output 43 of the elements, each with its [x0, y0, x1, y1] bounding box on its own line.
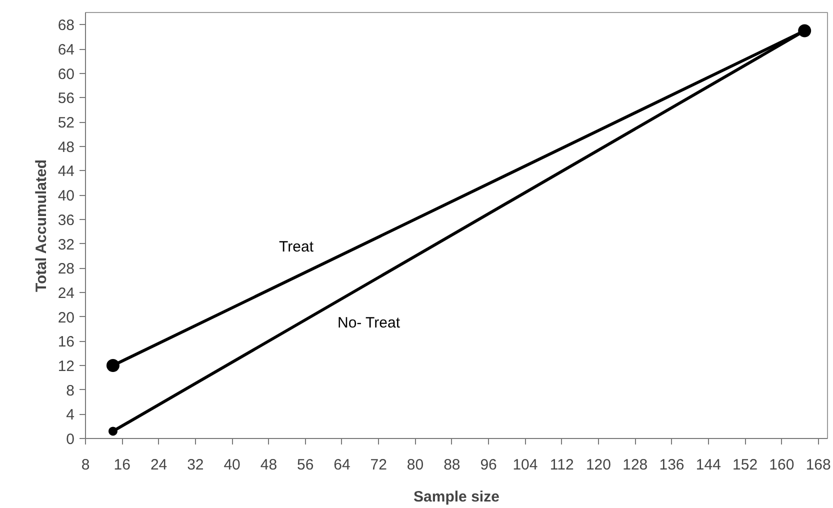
- x-tick-label: 96: [480, 456, 497, 474]
- x-tick-label: 160: [769, 456, 794, 474]
- y-tick-label: 8: [66, 382, 74, 400]
- y-tick-label: 40: [58, 188, 75, 205]
- x-tick-label: 72: [370, 456, 387, 474]
- x-tick-label: 16: [114, 456, 130, 474]
- y-tick-label: 52: [58, 114, 75, 132]
- y-tick-label: 32: [58, 236, 75, 254]
- x-tick-label: 32: [187, 456, 204, 474]
- x-tick-label: 24: [150, 456, 168, 474]
- y-tick-label: 0: [66, 431, 74, 448]
- y-tick-label: 12: [58, 358, 75, 375]
- x-tick-label: 104: [512, 456, 538, 474]
- x-tick-label: 40: [224, 456, 240, 474]
- x-tick-label: 152: [732, 456, 758, 474]
- x-tick-label: 128: [622, 456, 648, 474]
- y-tick-label: 48: [58, 138, 75, 156]
- y-tick-label: 36: [58, 212, 75, 229]
- y-tick-label: 16: [58, 334, 75, 351]
- series-label: Treat: [279, 238, 314, 256]
- y-axis-title: Total Accumulated: [32, 160, 50, 292]
- y-tick-label: 24: [58, 284, 75, 302]
- series-label: No- Treat: [337, 314, 401, 332]
- x-tick-label: 144: [696, 456, 721, 474]
- x-tick-label: 168: [806, 456, 831, 474]
- x-tick-label: 56: [297, 456, 314, 474]
- y-tick-label: 20: [58, 309, 75, 326]
- x-tick-label: 80: [406, 456, 424, 474]
- x-tick-label: 48: [260, 456, 278, 474]
- x-tick-label: 120: [586, 456, 612, 474]
- x-tick-label: 64: [334, 456, 350, 474]
- y-tick-label: 56: [58, 90, 75, 108]
- y-tick-label: 44: [58, 163, 75, 180]
- y-tick-label: 64: [58, 42, 75, 59]
- y-tick-label: 68: [58, 17, 75, 34]
- x-tick-label: 136: [659, 456, 684, 474]
- y-tick-label: 60: [58, 66, 75, 83]
- y-tick-label: 28: [58, 260, 75, 278]
- x-tick-label: 8: [81, 456, 90, 474]
- x-axis-title: Sample size: [414, 488, 500, 506]
- x-tick-label: 88: [444, 456, 460, 474]
- y-tick-label: 4: [66, 406, 74, 424]
- x-tick-label: 112: [550, 456, 574, 474]
